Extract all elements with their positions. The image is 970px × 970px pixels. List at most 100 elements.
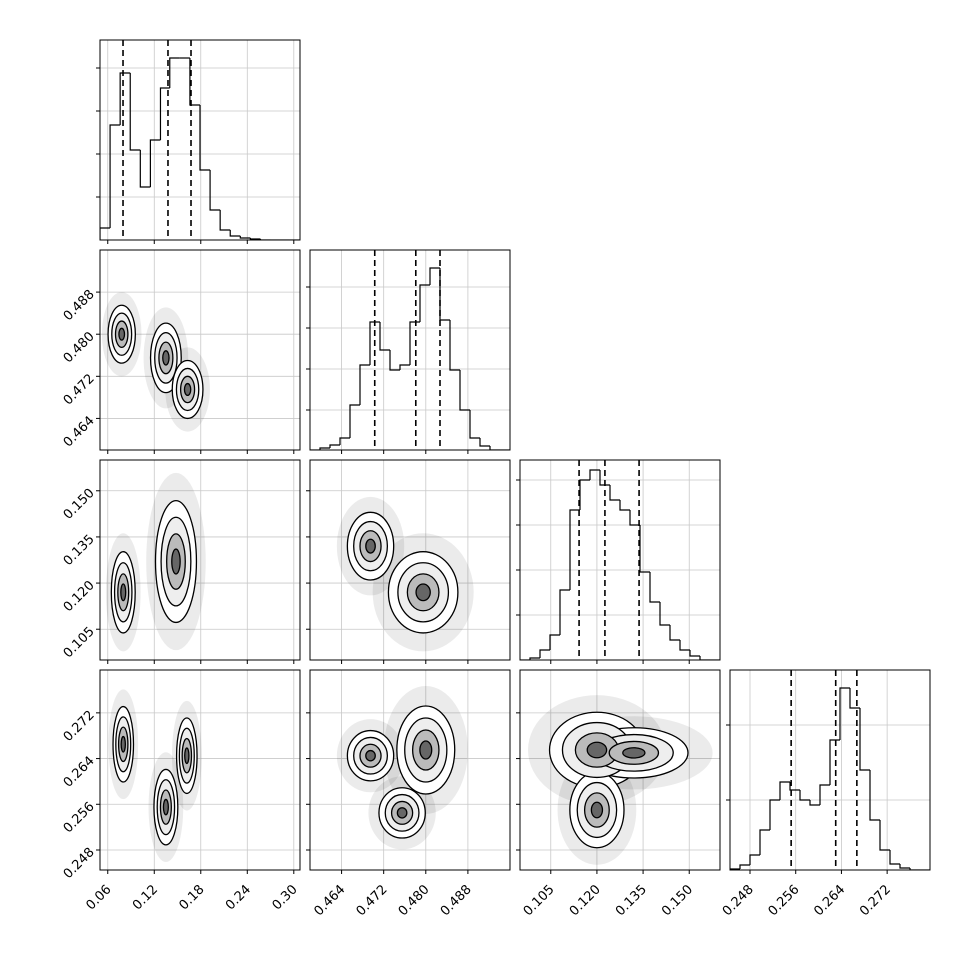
histogram-step [799,790,810,801]
histogram-step [819,784,830,805]
panel [520,670,720,870]
density-contour [118,327,126,341]
density-contour [171,548,181,575]
histogram-step [419,284,430,322]
panel-frame [309,459,511,661]
panel-frame [729,669,931,871]
y-tick-label: 0.105 [61,624,98,661]
histogram-step [759,829,770,855]
y-tick-label: 0.464 [61,413,98,450]
panel-frame [519,459,721,661]
y-tick-label: 0.480 [61,329,98,366]
histogram-step [859,708,870,771]
histogram-step [809,800,820,806]
histogram-step [259,239,271,240]
histogram-step [849,688,860,709]
density-contour [120,735,126,753]
x-tick-label: 0.06 [84,882,115,913]
density-contour [184,747,190,765]
histogram-step [369,321,380,365]
histogram-step [899,864,910,869]
histogram-step [539,649,550,658]
histogram-step [879,820,890,851]
density-contour [120,583,127,602]
y-tick-label: 0.256 [61,799,98,836]
histogram-step [829,739,840,785]
histogram-step [739,864,750,869]
histogram-step [489,446,500,450]
density-contour [419,740,433,760]
histogram-step [589,469,600,480]
histogram-step [649,572,660,603]
density-contour [183,382,192,397]
histogram-step [469,410,480,439]
x-tick-label: 0.480 [396,882,433,919]
histogram-step [689,650,700,657]
histogram-step [209,170,221,211]
panel [310,670,510,870]
x-tick-label: 0.488 [438,882,475,919]
histogram-step [249,238,261,240]
histogram-step [909,868,920,870]
x-tick-label: 0.464 [311,882,348,919]
density-contour [590,801,604,819]
histogram-step [529,657,540,660]
panel [100,460,300,660]
x-tick-label: 0.24 [223,882,254,913]
x-tick-label: 0.105 [521,882,558,919]
panel-frame [519,669,721,871]
histogram-step [189,58,200,106]
density-contour [162,798,169,816]
panel-frame [99,459,301,661]
histogram-step [569,509,580,590]
histogram-step [439,268,450,321]
histogram-step [629,510,640,526]
histogram-step [609,485,620,501]
histogram-step [669,625,680,641]
panel-frame [99,669,301,871]
panel [100,40,300,240]
histogram-step [659,602,670,626]
x-tick-label: 0.150 [659,882,696,919]
histogram-step [109,124,121,228]
x-tick-label: 0.248 [720,882,757,919]
y-tick-label: 0.135 [61,532,98,569]
histogram-step [159,87,170,140]
histogram-step [329,444,340,448]
histogram-step [119,72,131,125]
histogram-step [409,321,420,365]
histogram-step [399,364,410,370]
panel [100,670,300,870]
panel-frame [99,249,301,451]
histogram-step [779,781,790,800]
histogram-step [169,57,180,88]
histogram-step [129,73,141,151]
x-tick-label: 0.120 [567,882,604,919]
histogram-step [639,525,650,573]
density-contour [162,350,170,366]
y-tick-label: 0.272 [61,708,98,745]
histogram-step [869,770,880,821]
histogram-step [769,799,780,830]
density-contour [415,583,431,602]
x-tick-label: 0.135 [613,882,650,919]
histogram-step [479,438,490,447]
histogram-step [349,404,360,438]
panel-frame [309,669,511,871]
x-tick-label: 0.18 [177,882,208,913]
histogram-step [459,370,470,411]
x-tick-label: 0.264 [811,882,848,919]
density-contour [622,747,646,759]
histogram-step [549,634,560,650]
histogram-step [319,447,330,450]
histogram-step [359,364,370,405]
histogram-step [579,479,590,510]
panel-frame [99,39,301,241]
panel [310,460,510,660]
y-tick-label: 0.472 [61,371,98,408]
y-tick-label: 0.150 [61,486,98,523]
histogram-step [730,868,740,870]
density-contour [365,538,376,554]
